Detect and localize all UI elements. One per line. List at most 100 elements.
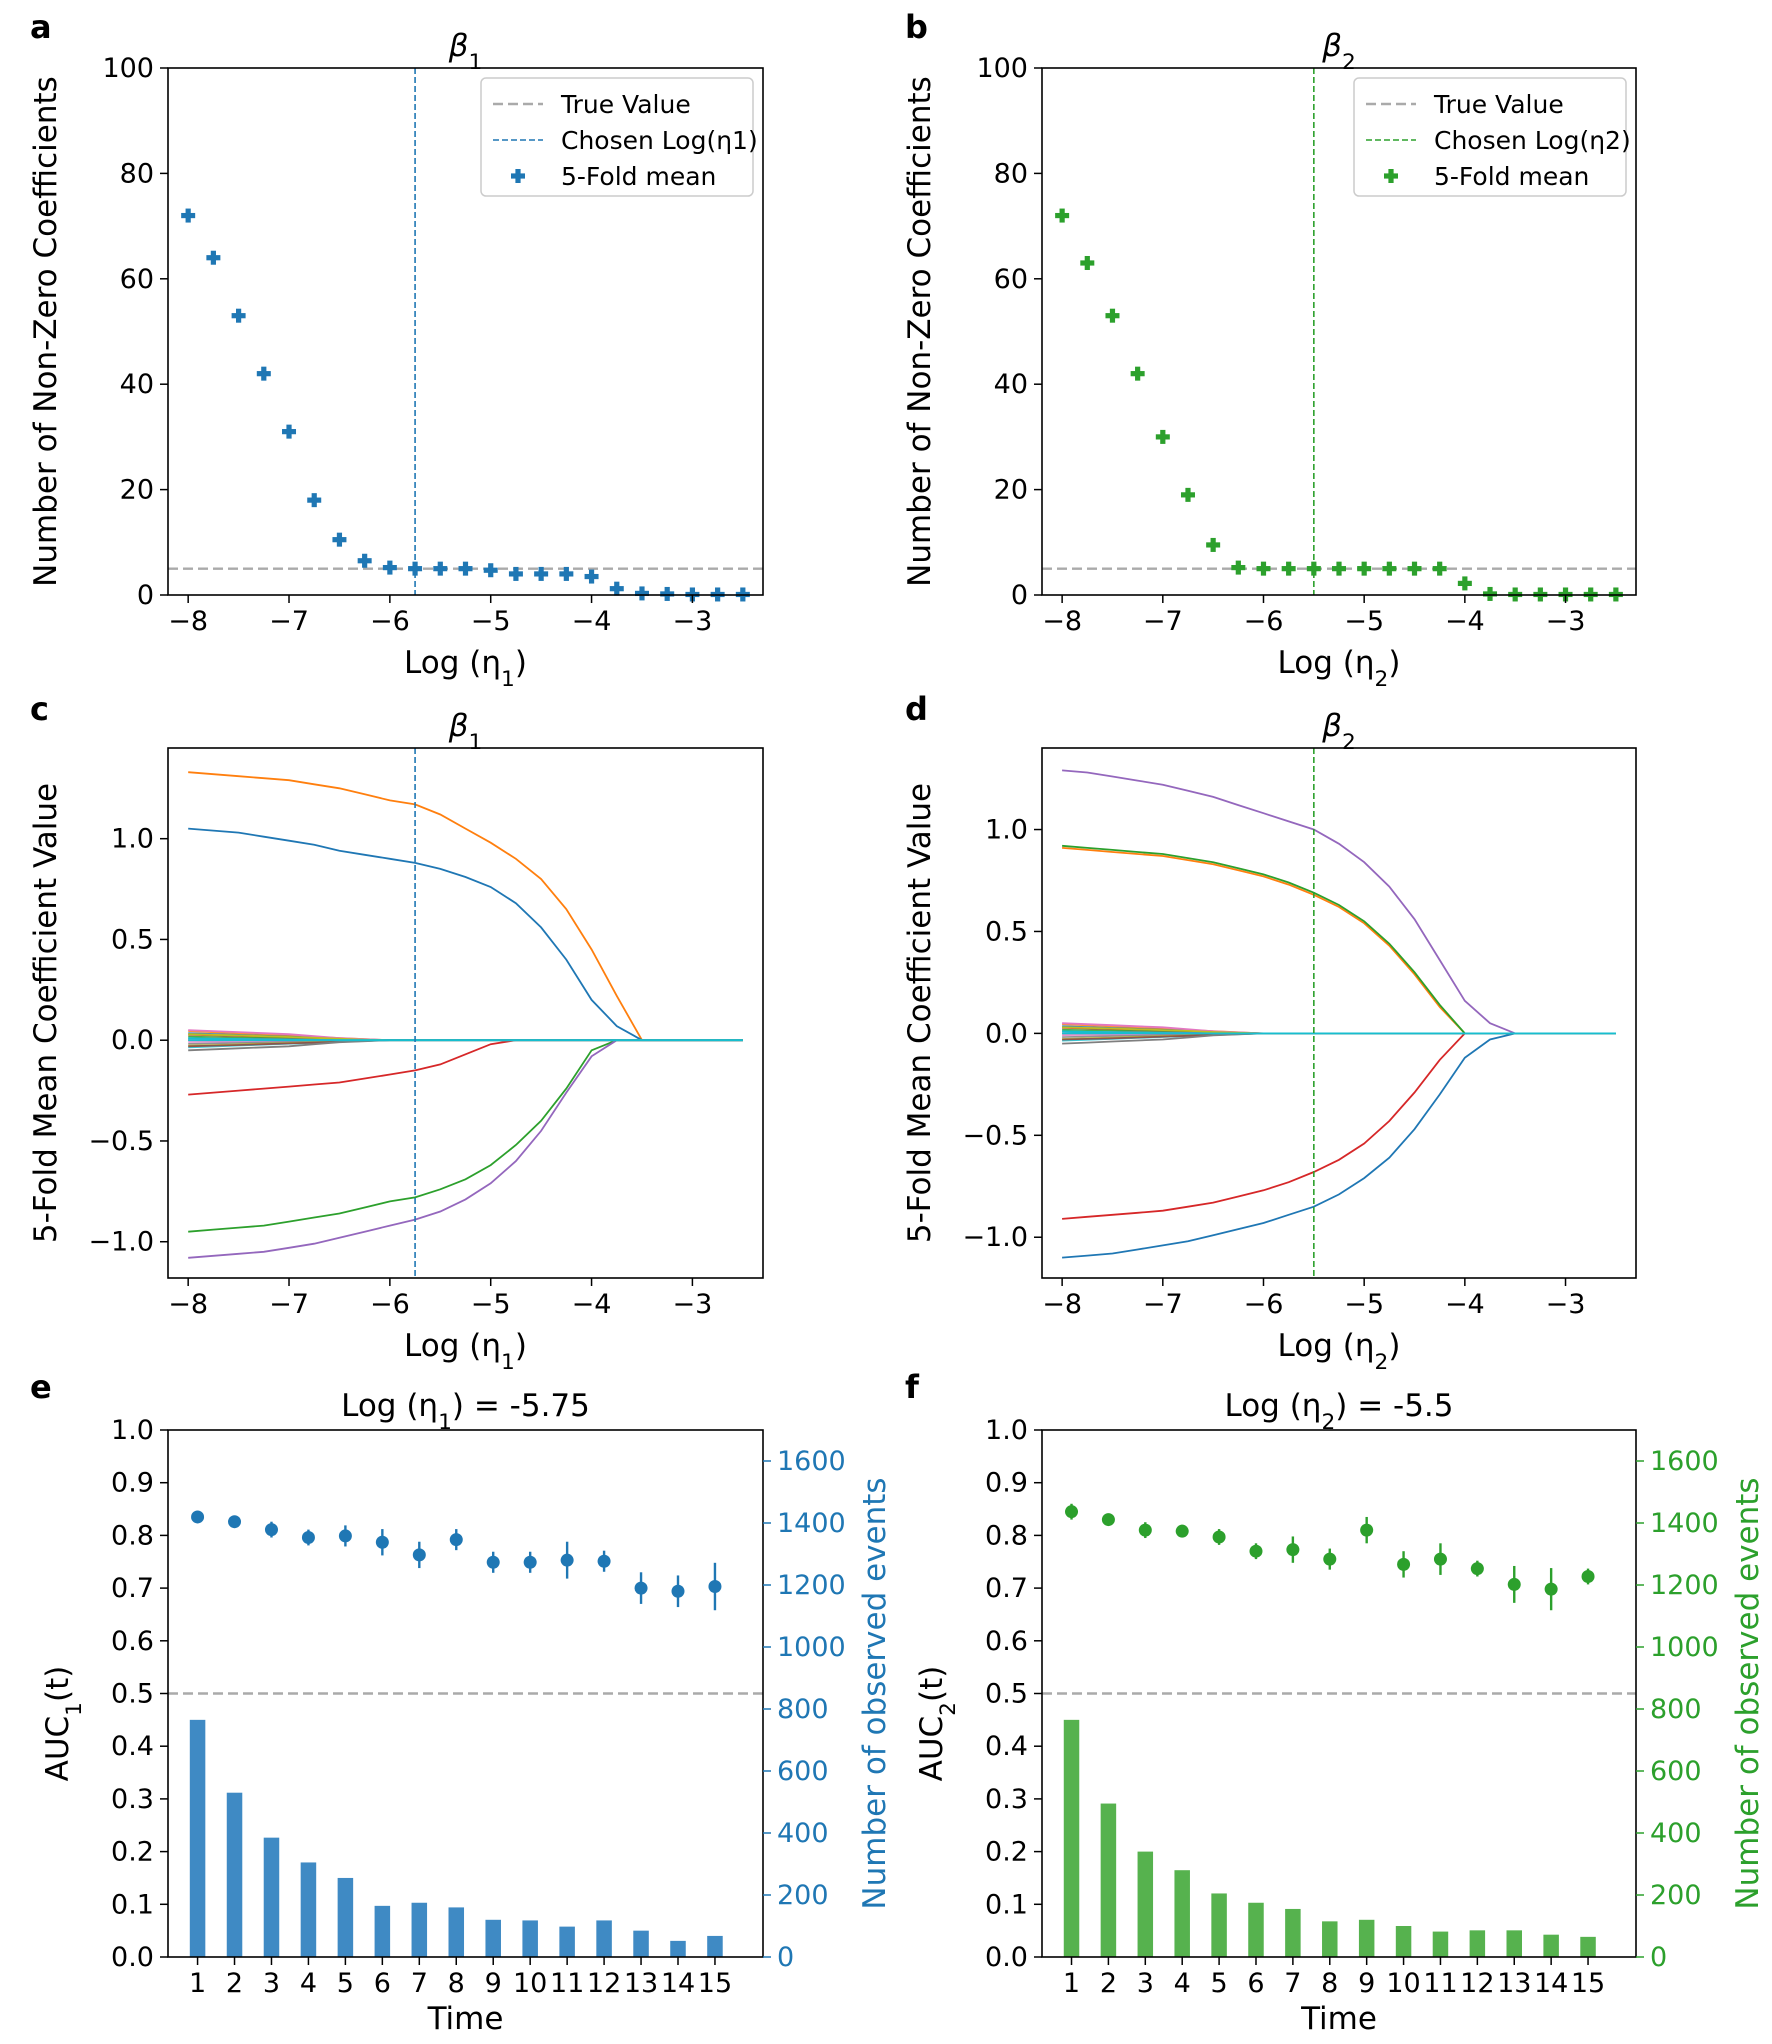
x-tick-label: 5: [1210, 1968, 1227, 1999]
x-axis-label-part-1: 2: [1375, 1350, 1389, 1375]
x-tick-label: 9: [485, 1968, 502, 1999]
y-tick-label: 0.0: [111, 1025, 154, 1056]
x-tick-label: 6: [374, 1968, 391, 1999]
x-tick-label: −7: [269, 1289, 309, 1320]
events-bar: [670, 1940, 686, 1957]
auc-point: [1323, 1552, 1337, 1566]
y2-tick-label: 1200: [1650, 1570, 1719, 1601]
y-tick-label: 0.0: [111, 1942, 154, 1973]
legend: True Value Chosen Log(η1) 5-Fold mean: [480, 77, 758, 197]
x-axis-label-part-2: ): [1388, 1328, 1400, 1364]
x-axis-label-part-0: Log (η: [404, 645, 501, 681]
data-point: [433, 561, 448, 576]
y-tick-label: 0.2: [985, 1837, 1028, 1868]
data-point: [357, 553, 372, 568]
auc-point: [338, 1529, 352, 1543]
title-subscript: 2: [1342, 730, 1356, 755]
y-tick-label: 0.5: [111, 1679, 154, 1710]
x-tick-label: −3: [1546, 606, 1586, 637]
panel-title-part-2: ) = -5.75: [452, 1388, 590, 1424]
y-axis-label: 5-Fold Mean Coefficient Value: [28, 783, 64, 1243]
panel-letter: a: [30, 8, 52, 46]
auc-point: [1065, 1505, 1079, 1519]
x-tick-label: 4: [300, 1968, 317, 1999]
y-axis-label: AUC1(t): [40, 1666, 87, 1782]
panel-title-part-1: 1: [438, 1410, 452, 1435]
panel-title-part-1: 2: [1321, 1410, 1335, 1435]
events-bar: [374, 1905, 391, 1957]
y2-tick-label: 0: [1650, 1942, 1667, 1973]
data-point: [609, 581, 624, 596]
x-tick-label: 7: [411, 1968, 428, 1999]
coefficient-path-red: [1062, 1032, 1616, 1220]
data-point: [1206, 537, 1221, 552]
events-bar: [522, 1920, 538, 1957]
auc-point: [671, 1584, 685, 1598]
x-tick-label: 2: [1100, 1968, 1117, 1999]
events-bar: [300, 1862, 317, 1957]
auc-point: [1397, 1557, 1411, 1571]
data-point: [1407, 561, 1422, 576]
panel-title-part-2: ) = -5.5: [1335, 1388, 1453, 1424]
x-tick-label: 12: [1460, 1968, 1494, 1999]
y-axis-label: 5-Fold Mean Coefficient Value: [902, 783, 938, 1243]
y-label-end: (t): [914, 1666, 950, 1702]
auc-point: [597, 1554, 611, 1568]
y-tick-label: 0.3: [985, 1784, 1028, 1815]
title-subscript: 1: [468, 50, 482, 75]
x-tick-label: 14: [661, 1968, 695, 1999]
x-tick-label: −6: [1244, 1289, 1284, 1320]
data-point: [1306, 561, 1321, 576]
x-tick-label: 1: [1063, 1968, 1080, 1999]
data-point: [1180, 487, 1195, 502]
y-tick-label: 0.5: [985, 1679, 1028, 1710]
y-tick-label: 0.3: [111, 1784, 154, 1815]
title-symbol: β: [448, 708, 469, 744]
events-bar: [1469, 1930, 1486, 1957]
axes-frame: [167, 747, 764, 1279]
x-tick-label: −5: [1344, 606, 1384, 637]
data-point: [1457, 576, 1472, 591]
x-axis-label-part-1: 1: [501, 1350, 515, 1375]
data-point: [231, 308, 246, 323]
events-bar: [596, 1920, 612, 1957]
title-symbol: β: [448, 28, 469, 64]
title-subscript: 2: [1342, 50, 1356, 75]
legend-mean-swatch: [1384, 169, 1398, 183]
x-axis-label: Time: [1300, 2001, 1377, 2037]
coefficient-path-red: [188, 1039, 743, 1096]
auc-point: [264, 1523, 278, 1537]
x-tick-label: −7: [269, 606, 309, 637]
x-tick-label: −6: [370, 1289, 410, 1320]
y-tick-label: 0.0: [985, 1942, 1028, 1973]
y-tick-label: 0.6: [111, 1626, 154, 1657]
data-point: [181, 208, 196, 223]
auc-point: [1507, 1577, 1521, 1591]
y-tick-label: 40: [120, 369, 154, 400]
events-bar: [707, 1935, 723, 1957]
y-tick-label: 0.5: [111, 924, 154, 955]
y-tick-label: 1.0: [985, 1415, 1028, 1446]
y-tick-label: 0.8: [985, 1520, 1028, 1551]
x-tick-label: −8: [168, 606, 208, 637]
x-tick-label: 15: [698, 1968, 732, 1999]
x-tick-label: −8: [1042, 606, 1082, 637]
data-point: [256, 366, 271, 381]
y2-tick-label: 400: [777, 1818, 829, 1849]
panel-title-part-0: Log (η: [341, 1388, 438, 1424]
y-tick-label: 0.7: [985, 1573, 1028, 1604]
auc-point: [1544, 1582, 1558, 1596]
x-tick-label: −4: [572, 1289, 612, 1320]
x-axis-label: Log (η1): [404, 1328, 527, 1375]
auc-point: [449, 1533, 463, 1547]
data-point: [483, 563, 498, 578]
legend-box: [480, 77, 754, 197]
x-tick-label: −5: [1344, 1289, 1384, 1320]
x-tick-label: 3: [263, 1968, 280, 1999]
coefficient-path-green: [188, 1039, 743, 1233]
data-point: [282, 424, 297, 439]
x-axis-label-part-1: 1: [501, 667, 515, 692]
